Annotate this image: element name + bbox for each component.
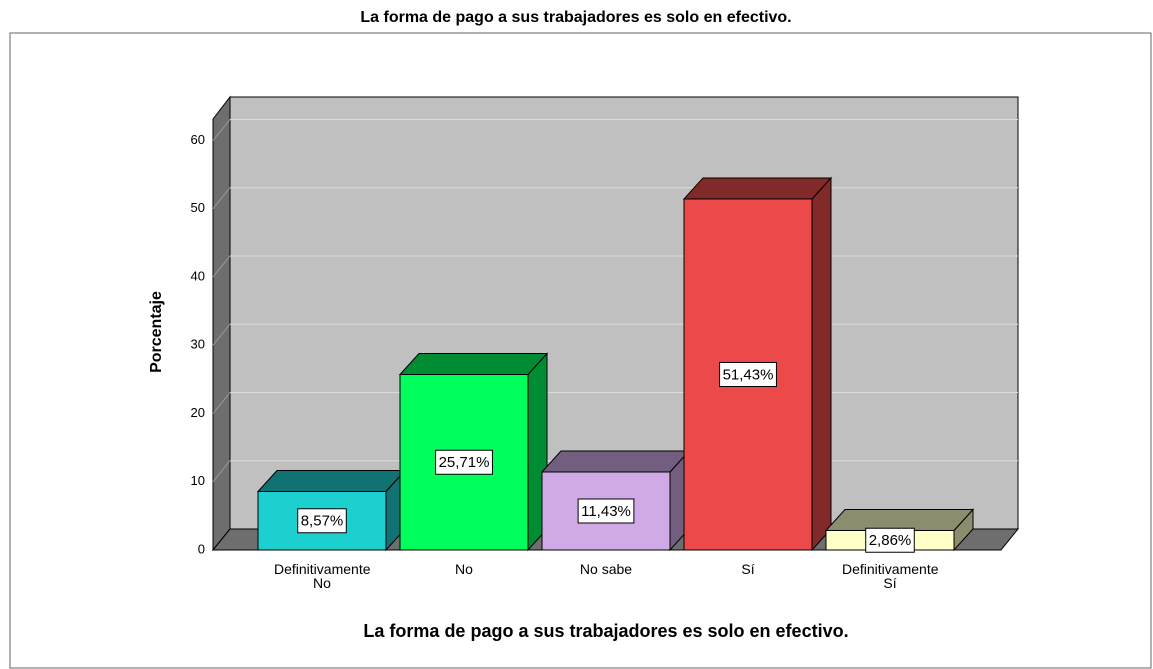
x-axis-label: La forma de pago a sus trabajadores es s… — [363, 621, 848, 641]
bar-top — [256, 470, 407, 493]
value-label: 51,43% — [723, 366, 774, 383]
grid-line — [212, 323, 231, 346]
value-label-box — [297, 508, 347, 534]
value-label-box — [865, 527, 915, 553]
value-label: 25,71% — [439, 454, 490, 471]
x-tick-label: Definitivamente No — [274, 562, 371, 591]
grid-line — [212, 460, 231, 483]
x-tick-label-box: No sabe — [579, 562, 633, 577]
x-tick-label: Sí — [741, 562, 755, 577]
value-label-box — [435, 449, 493, 475]
bar-top — [540, 450, 691, 473]
x-tick-label-box: Definitivamente Sí — [842, 562, 939, 591]
y-tick-label: 30 — [191, 337, 205, 352]
chart-frame — [9, 32, 1152, 669]
x-tick-label-box: No — [455, 562, 473, 577]
x-tick-label: Definitivamente Sí — [842, 562, 939, 591]
grid-line — [212, 187, 231, 210]
side-wall — [212, 95, 231, 552]
grid-line — [212, 255, 231, 278]
chart-title: La forma de pago a sus trabajadores es s… — [360, 9, 791, 26]
x-tick-label-box: Definitivamente No — [274, 562, 371, 591]
y-tick-label: 50 — [191, 200, 205, 215]
bar-side — [811, 176, 832, 552]
value-label: 2,86% — [869, 532, 912, 549]
bar-top — [824, 508, 975, 531]
y-tick-label: 20 — [191, 405, 205, 420]
y-tick-label: 60 — [191, 132, 205, 147]
x-tick-label: No — [455, 562, 473, 577]
grid-line — [212, 392, 231, 414]
y-tick-label: 10 — [191, 473, 205, 488]
grid-line — [212, 119, 231, 141]
x-tick-label: No sabe — [579, 562, 633, 577]
value-label: 8,57% — [301, 513, 344, 530]
value-label: 11,43% — [581, 503, 631, 520]
bar-top — [682, 177, 833, 200]
x-tick-label-box: Sí — [741, 562, 755, 577]
bar-top — [398, 353, 549, 376]
value-label-box — [719, 361, 777, 387]
y-tick-label: 0 — [198, 541, 205, 556]
value-label-box — [577, 498, 635, 524]
y-axis-label: Porcentaje — [148, 291, 165, 373]
y-tick-label: 40 — [191, 268, 205, 283]
